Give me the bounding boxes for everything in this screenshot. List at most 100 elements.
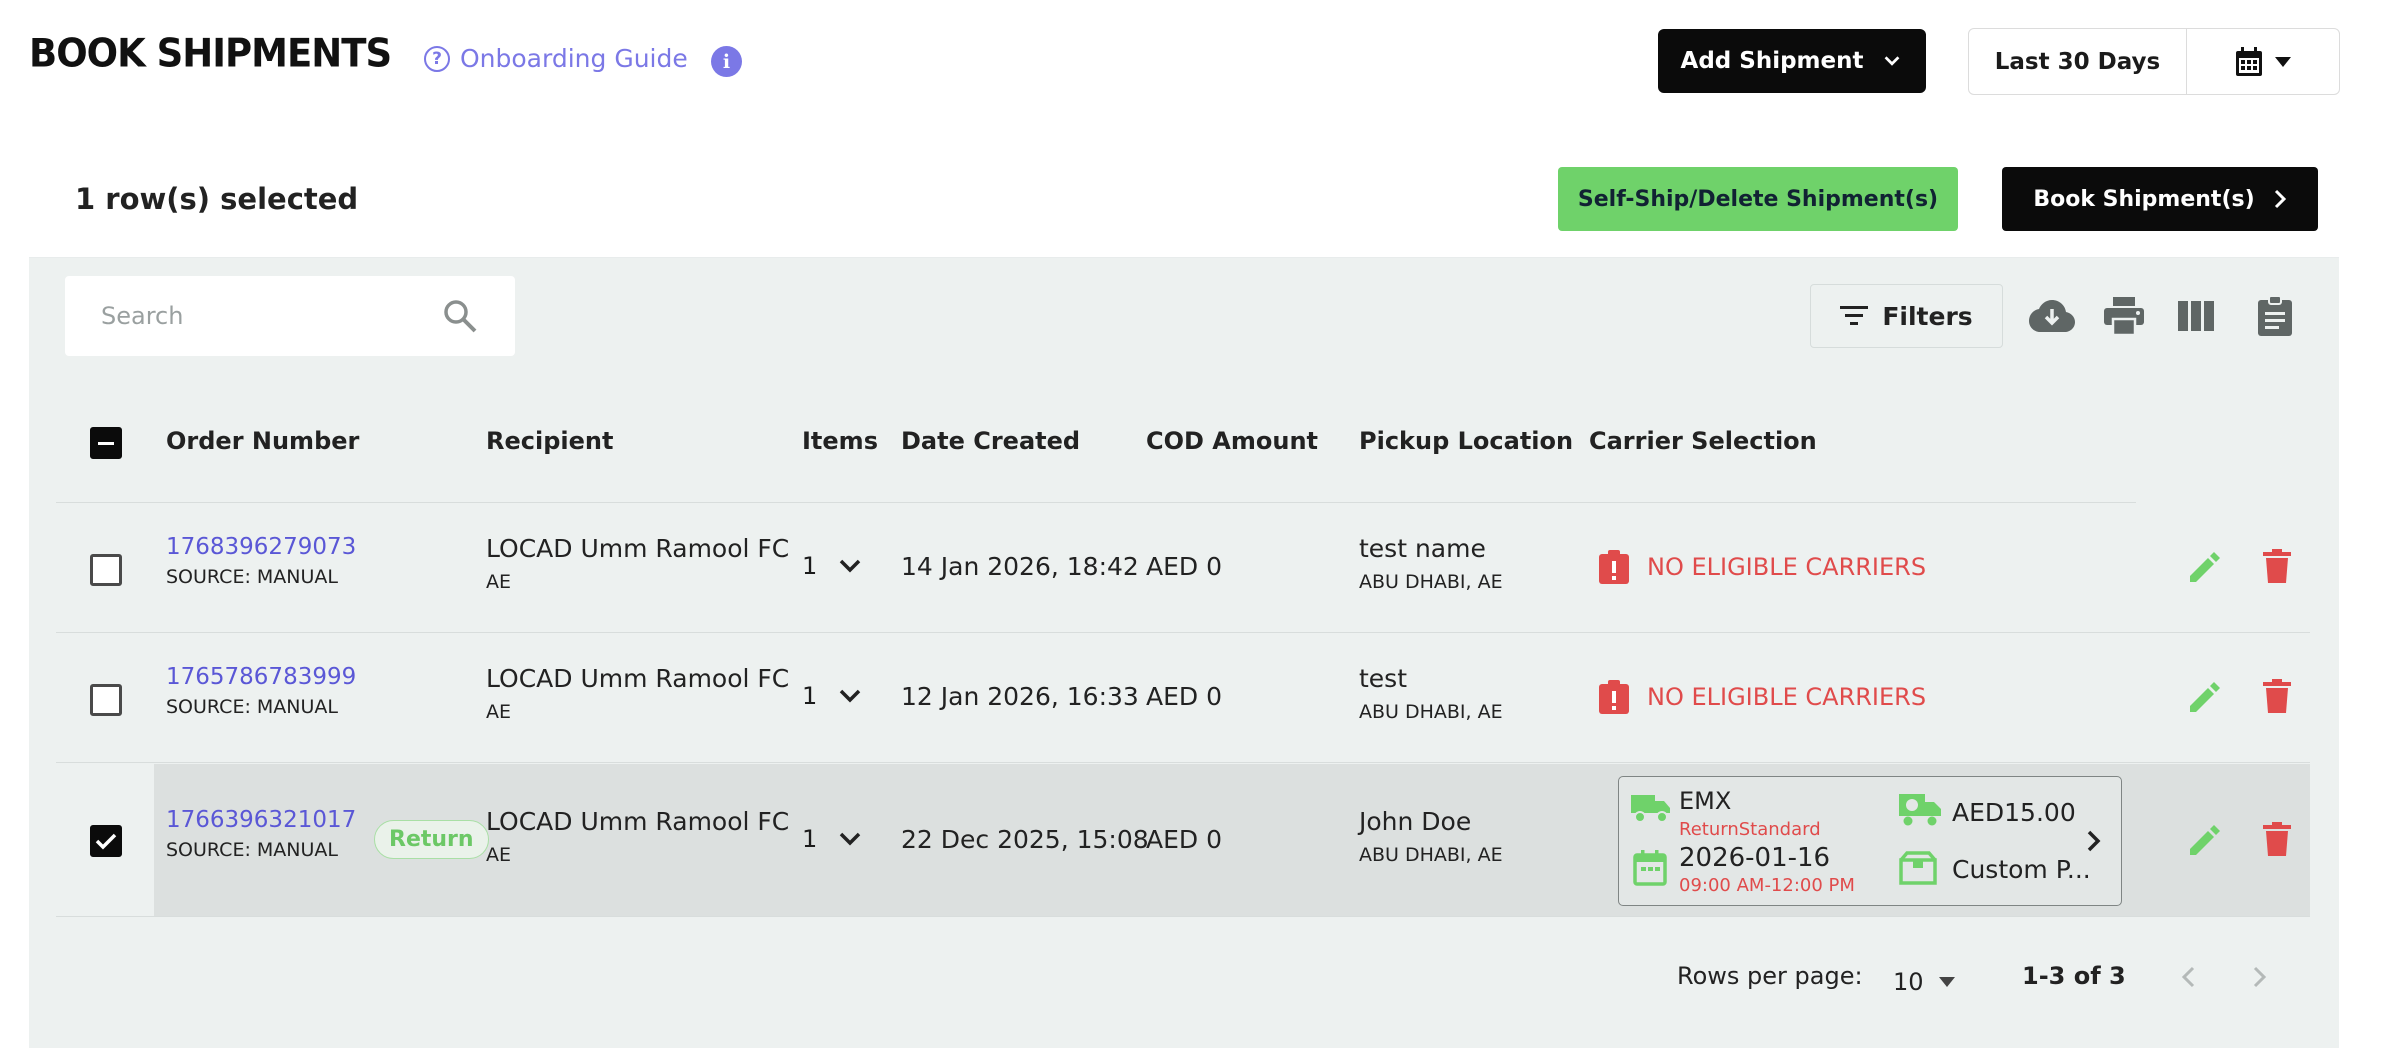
prev-page-icon[interactable] [2181, 966, 2195, 988]
truck-icon [1631, 795, 1670, 823]
pickup-city: ABU DHABI, AE [1359, 844, 1503, 866]
select-all-checkbox[interactable] [90, 427, 122, 459]
table-header: Order Number Recipient Items Date Create… [56, 388, 2136, 503]
search-icon[interactable] [443, 299, 477, 333]
calendar-dropdown[interactable] [2187, 29, 2339, 94]
checkmark-icon [95, 833, 117, 850]
edit-icon[interactable] [2188, 680, 2222, 718]
chevron-down-icon [840, 689, 861, 703]
carrier-service: ReturnStandard [1679, 819, 1821, 840]
chevron-down-icon [840, 832, 861, 846]
selection-bar: 1 row(s) selected Self-Ship/Delete Shipm… [29, 140, 2339, 258]
cloud-download-icon[interactable] [2029, 293, 2075, 339]
add-shipment-button[interactable]: Add Shipment [1658, 29, 1926, 93]
row-checkbox[interactable] [90, 684, 122, 716]
chevron-right-icon [2274, 189, 2286, 209]
alert-clipboard-icon [1599, 550, 1629, 584]
order-number-link[interactable]: 1766396321017 [166, 807, 357, 833]
calendar-icon [2236, 46, 2262, 76]
carrier-status: NO ELIGIBLE CARRIERS [1599, 680, 1926, 714]
caret-down-icon [1938, 977, 1955, 987]
items-dropdown[interactable]: 1 [802, 825, 861, 853]
column-header-cod-amount[interactable]: COD Amount [1146, 427, 1319, 455]
items-dropdown[interactable]: 1 [802, 682, 861, 710]
carrier-name: EMX [1679, 787, 1732, 815]
items-count: 1 [802, 825, 818, 853]
print-icon[interactable] [2101, 293, 2147, 339]
package-icon [1899, 851, 1937, 885]
shipments-panel: 1 row(s) selected Self-Ship/Delete Shipm… [29, 140, 2339, 1048]
next-page-icon[interactable] [2253, 966, 2267, 988]
chevron-down-icon [840, 559, 861, 573]
carrier-selection-card[interactable]: EMX ReturnStandard 2026-01-16 09:00 AM-1… [1618, 776, 2122, 906]
table-row[interactable]: 1768396279073 SOURCE: MANUAL LOCAD Umm R… [56, 504, 2310, 633]
recipient-country: AE [486, 571, 512, 593]
edit-icon[interactable] [2188, 823, 2222, 861]
chevron-down-icon [1885, 56, 1900, 66]
filters-button[interactable]: Filters [1810, 284, 2003, 348]
pickup-name: John Doe [1359, 807, 1472, 836]
date-range-label[interactable]: Last 30 Days [1969, 29, 2187, 94]
delete-icon[interactable] [2263, 549, 2291, 587]
date-created: 14 Jan 2026, 18:42 [901, 552, 1139, 581]
row-checkbox[interactable] [90, 554, 122, 586]
column-header-pickup-location[interactable]: Pickup Location [1359, 427, 1574, 455]
cod-amount: AED 0 [1146, 552, 1223, 581]
rows-per-page-select[interactable]: 10 [1893, 962, 1956, 1002]
onboarding-guide-label: Onboarding Guide [460, 44, 688, 73]
items-count: 1 [802, 682, 818, 710]
table-row[interactable]: 1765786783999 SOURCE: MANUAL LOCAD Umm R… [56, 634, 2310, 763]
alert-clipboard-icon [1599, 680, 1629, 714]
recipient-name: LOCAD Umm Ramool FC [486, 807, 790, 836]
clipboard-icon[interactable] [2252, 293, 2298, 339]
minus-icon [98, 441, 114, 445]
onboarding-guide-link[interactable]: ? Onboarding Guide [424, 44, 688, 73]
items-dropdown[interactable]: 1 [802, 552, 861, 580]
recipient-country: AE [486, 701, 512, 723]
order-source: SOURCE: MANUAL [166, 839, 338, 861]
date-range-selector[interactable]: Last 30 Days [1968, 28, 2340, 95]
book-shipments-button[interactable]: Book Shipment(s) [2002, 167, 2318, 231]
filters-label: Filters [1882, 301, 1973, 331]
recipient-name: LOCAD Umm Ramool FC [486, 664, 790, 693]
edit-icon[interactable] [2188, 550, 2222, 588]
order-source: SOURCE: MANUAL [166, 696, 338, 718]
columns-icon[interactable] [2173, 293, 2219, 339]
selected-count: 1 row(s) selected [75, 182, 359, 216]
no-eligible-carriers-label: NO ELIGIBLE CARRIERS [1647, 683, 1927, 711]
self-ship-delete-button[interactable]: Self-Ship/Delete Shipment(s) [1558, 167, 1958, 231]
column-header-date-created[interactable]: Date Created [901, 427, 1081, 455]
table-row-selected[interactable]: 1766396321017 SOURCE: MANUAL Return LOCA… [56, 764, 2310, 917]
calendar-icon [1633, 850, 1667, 886]
pickup-city: ABU DHABI, AE [1359, 571, 1503, 593]
pickup-time-window: 09:00 AM-12:00 PM [1679, 875, 1855, 896]
column-header-items[interactable]: Items [802, 427, 878, 455]
cod-amount: AED 0 [1146, 682, 1223, 711]
search-box [65, 276, 515, 356]
filter-icon [1840, 306, 1869, 325]
column-header-recipient[interactable]: Recipient [486, 427, 614, 455]
delete-icon[interactable] [2263, 822, 2291, 860]
package-type: Custom P... [1952, 855, 2091, 884]
column-header-carrier-selection[interactable]: Carrier Selection [1589, 427, 1817, 455]
order-source: SOURCE: MANUAL [166, 566, 338, 588]
search-input[interactable] [65, 276, 515, 356]
delete-icon[interactable] [2263, 679, 2291, 717]
order-number-link[interactable]: 1765786783999 [166, 664, 357, 690]
pickup-city: ABU DHABI, AE [1359, 701, 1503, 723]
chevron-right-icon[interactable] [2087, 830, 2101, 852]
no-eligible-carriers-label: NO ELIGIBLE CARRIERS [1647, 553, 1927, 581]
info-icon[interactable]: i [711, 46, 742, 77]
rows-per-page-label: Rows per page: [1677, 962, 1863, 990]
date-created: 12 Jan 2026, 16:33 [901, 682, 1139, 711]
pagination-range: 1-3 of 3 [2022, 962, 2126, 990]
add-shipment-label: Add Shipment [1680, 48, 1864, 74]
order-number-link[interactable]: 1768396279073 [166, 534, 357, 560]
column-header-order-number[interactable]: Order Number [166, 427, 360, 455]
book-shipments-label: Book Shipment(s) [2033, 186, 2255, 212]
recipient-country: AE [486, 844, 512, 866]
carrier-status: NO ELIGIBLE CARRIERS [1599, 550, 1926, 584]
cod-amount: AED 0 [1146, 825, 1223, 854]
row-checkbox[interactable] [90, 825, 122, 857]
caret-down-icon [2275, 56, 2291, 67]
